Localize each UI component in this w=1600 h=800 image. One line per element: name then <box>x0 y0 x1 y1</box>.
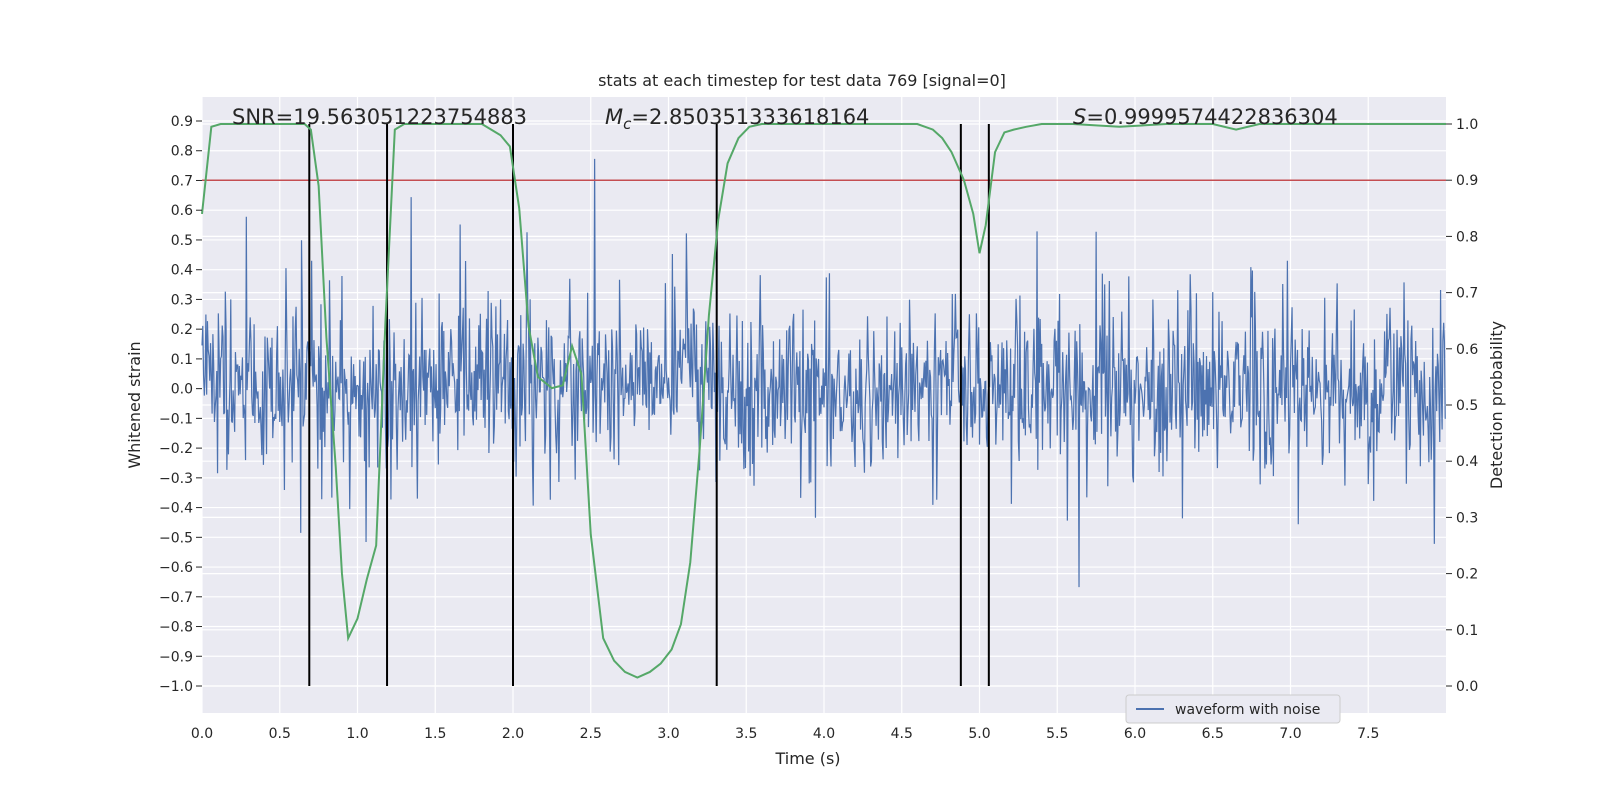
waveform-with-noise-line <box>201 158 1446 588</box>
y-tick-label: −0.7 <box>159 590 193 606</box>
x-tick-label: 0.0 <box>191 726 213 742</box>
legend: waveform with noise <box>1125 694 1341 724</box>
chirp-mass-annotation: Mc=2.850351333618164 <box>605 105 869 133</box>
y-tick-label: 0.2 <box>171 322 193 338</box>
x-tick-label: 3.5 <box>735 726 757 742</box>
y-tick-label: −0.1 <box>159 411 193 427</box>
legend-label-waveform: waveform with noise <box>1175 702 1320 718</box>
vertical-lines <box>308 124 990 686</box>
y-tick-label: −1.0 <box>159 679 193 695</box>
y-tick-label: −0.6 <box>159 560 193 576</box>
snr-annotation: SNR=19.563051223754883 <box>232 105 527 129</box>
axes: 0.0 0.5 1.0 1.5 2.0 2.5 3.0 3.5 4.0 4.5 5.0 5.5 6.0 6… <box>159 114 1478 742</box>
y-tick-label: 0.7 <box>171 173 193 189</box>
y-tick-label: −0.8 <box>159 620 193 636</box>
x-tick-label: 7.5 <box>1357 726 1379 742</box>
x-tick-label: 2.0 <box>502 726 524 742</box>
y2-tick-label: 0.8 <box>1456 229 1478 245</box>
y2-tick-label: 0.0 <box>1456 679 1478 695</box>
y2-tick-label: 0.4 <box>1456 454 1478 470</box>
x-tick-label: 5.0 <box>968 726 990 742</box>
s-value: =0.9999574422836304 <box>1086 105 1337 129</box>
x-tick-label: 6.5 <box>1202 726 1224 742</box>
y2-axis-label: Detection probability <box>1487 321 1506 489</box>
x-tick-label: 1.0 <box>346 726 368 742</box>
y-tick-label: −0.9 <box>159 649 193 665</box>
legend-box <box>1125 694 1341 724</box>
y-tick-label: 0.5 <box>171 233 193 249</box>
y-tick-label: −0.4 <box>159 501 193 517</box>
x-tick-label: 1.5 <box>424 726 446 742</box>
y2-tick-label: 0.6 <box>1456 342 1478 358</box>
x-tick-label: 5.5 <box>1046 726 1068 742</box>
x-tick-label: 2.5 <box>580 726 602 742</box>
y-tick-label: −0.2 <box>159 441 193 457</box>
y2-tick-label: 1.0 <box>1456 117 1478 133</box>
y-tick-label: 0.0 <box>171 382 193 398</box>
x-axis-label: Time (s) <box>774 749 840 768</box>
waveform-series <box>201 158 1446 588</box>
y-tick-label: 0.3 <box>171 292 193 308</box>
x-tick-label: 4.0 <box>813 726 835 742</box>
y-tick-label: 0.6 <box>171 203 193 219</box>
x-tick-label: 7.0 <box>1279 726 1301 742</box>
detection-probability-line <box>201 123 1446 679</box>
x-tick-label: 3.0 <box>657 726 679 742</box>
chart-title: stats at each timestep for test data 769… <box>598 71 1006 90</box>
y2-tick-label: 0.9 <box>1456 173 1478 189</box>
mc-subscript: c <box>623 115 632 133</box>
x-tick-label: 0.5 <box>269 726 291 742</box>
y-tick-label: 0.4 <box>171 263 193 279</box>
y-axis-label: Whitened strain <box>125 341 144 468</box>
s-annotation: S=0.9999574422836304 <box>1073 105 1338 129</box>
y-tick-label: 0.9 <box>171 114 193 130</box>
s-symbol: S <box>1073 105 1086 129</box>
x-tick-label: 4.5 <box>891 726 913 742</box>
y-tick-label: 0.8 <box>171 144 193 160</box>
y2-tick-label: 0.3 <box>1456 510 1478 526</box>
x-tick-label: 6.0 <box>1124 726 1146 742</box>
mc-value: =2.850351333618164 <box>631 105 869 129</box>
y2-tick-label: 0.7 <box>1456 286 1478 302</box>
y-tick-label: −0.5 <box>159 530 193 546</box>
y-tick-label: 0.1 <box>171 352 193 368</box>
y2-tick-label: 0.1 <box>1456 623 1478 639</box>
y2-tick-label: 0.2 <box>1456 567 1478 583</box>
y-tick-label: −0.3 <box>159 471 193 487</box>
mc-symbol: M <box>605 105 623 129</box>
y2-tick-label: 0.5 <box>1456 398 1478 414</box>
detection-probability-series <box>201 123 1446 679</box>
